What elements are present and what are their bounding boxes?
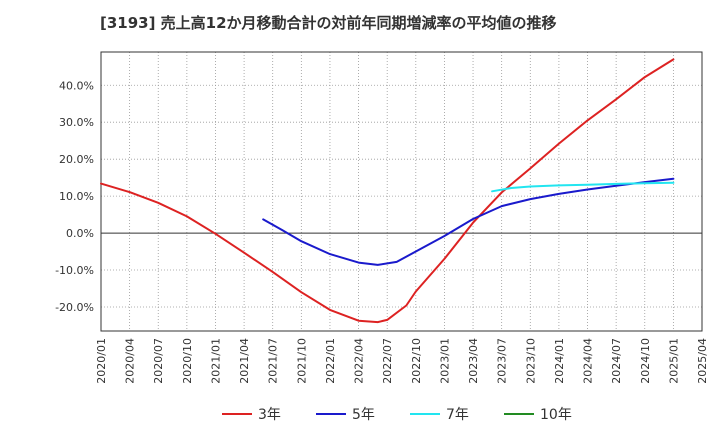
x-tick-label: 2024/10 (639, 338, 652, 384)
legend-label: 10年 (540, 407, 572, 423)
series-line-5年 (262, 177, 675, 266)
x-tick-label: 2022/10 (410, 338, 423, 384)
x-tick-label: 2023/10 (524, 338, 537, 384)
y-tick-label: 20.0% (59, 153, 94, 166)
plot-border (100, 51, 703, 332)
series-line-7年 (491, 181, 675, 193)
y-tick-label: 30.0% (59, 116, 94, 129)
y-tick-label: 40.0% (59, 79, 94, 92)
y-tick-label: 0.0% (66, 227, 94, 240)
x-tick-label: 2024/01 (553, 338, 566, 384)
x-tick-label: 2020/01 (95, 338, 108, 384)
series-line-3年 (100, 58, 675, 324)
x-tick-label: 2022/07 (381, 338, 394, 384)
chart-title: [3193] 売上高12か月移動合計の対前年同期増減率の平均値の推移 (100, 14, 557, 32)
y-tick-label: -10.0% (55, 264, 94, 277)
y-tick-label: -20.0% (55, 301, 94, 314)
x-tick-label: 2021/07 (267, 338, 280, 384)
x-tick-label: 2023/04 (467, 338, 480, 384)
x-tick-label: 2021/04 (238, 338, 251, 384)
x-tick-label: 2025/04 (696, 338, 709, 384)
legend-label: 5年 (352, 407, 375, 423)
plot-area (101, 52, 702, 331)
x-tick-label: 2022/01 (324, 338, 337, 384)
x-tick-label: 2020/10 (181, 338, 194, 384)
legend-label: 3年 (258, 407, 281, 423)
x-tick-label: 2020/07 (152, 338, 165, 384)
x-tick-label: 2021/01 (209, 338, 222, 384)
y-tick-label: 10.0% (59, 190, 94, 203)
x-tick-label: 2023/01 (438, 338, 451, 384)
x-tick-label: 2023/07 (496, 338, 509, 384)
x-tick-label: 2025/01 (667, 338, 680, 384)
x-tick-label: 2022/04 (353, 338, 366, 384)
x-tick-label: 2020/04 (124, 338, 137, 384)
legend-label: 7年 (446, 407, 469, 423)
x-tick-label: 2024/04 (582, 338, 595, 384)
x-tick-label: 2024/07 (610, 338, 623, 384)
x-tick-label: 2021/10 (295, 338, 308, 384)
